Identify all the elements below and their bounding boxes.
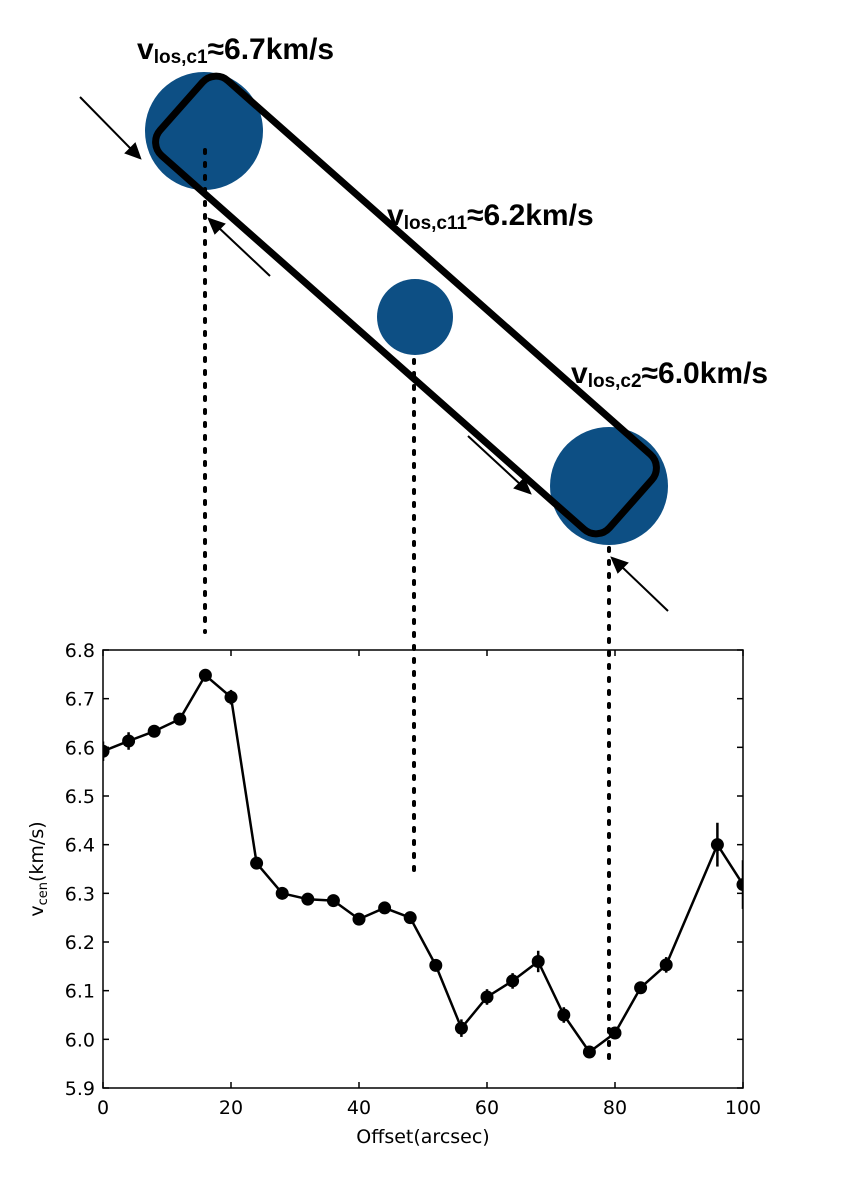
data-point	[429, 958, 443, 972]
plot: 0 20 40 60 80 100 5.9 6.0 6.1 6.2 6.3 6.4 6.5 6.6 6.7 6…	[26, 640, 761, 1148]
y-tick-label: 6.5	[65, 786, 95, 808]
arrow-3	[467, 435, 522, 486]
data-point	[608, 1026, 622, 1040]
axis-ticks: 0 20 40 60 80 100 5.9 6.0 6.1 6.2 6.3 6.4 6.5 6.6 6.7 6…	[65, 640, 761, 1119]
x-axis-label: Offset(arcsec)	[356, 1126, 489, 1148]
y-axis-label: vcen(km/s)	[26, 821, 51, 916]
arrowhead-3	[513, 477, 532, 495]
arrow-2	[217, 226, 271, 277]
data-point	[275, 886, 289, 900]
arrow-4	[620, 565, 669, 612]
schematic: vlos,c1≈6.7km/s vlos,c11≈6.2km/s vlos,c2…	[79, 33, 768, 1062]
arrowhead-2	[207, 217, 226, 235]
data-point	[736, 878, 743, 892]
y-tick-label: 5.9	[65, 1078, 95, 1100]
clump-c2	[550, 427, 668, 545]
data-point	[480, 990, 494, 1004]
data-point	[710, 838, 724, 852]
data-point	[557, 1008, 571, 1022]
data-point	[173, 712, 187, 726]
data-point	[326, 894, 340, 908]
label-c1: vlos,c1≈6.7km/s	[137, 33, 334, 68]
x-tick-label: 60	[475, 1097, 499, 1119]
data-point	[659, 958, 673, 972]
x-tick-label: 20	[219, 1097, 243, 1119]
arrowhead-4	[610, 556, 629, 574]
y-tick-label: 6.0	[65, 1029, 95, 1051]
x-tick-label: 0	[97, 1097, 109, 1119]
projection-lines	[203, 148, 611, 1062]
data-point	[301, 892, 315, 906]
data-point	[506, 974, 520, 988]
y-tick-label: 6.7	[65, 689, 95, 711]
y-tick-label: 6.1	[65, 981, 95, 1003]
x-tick-label: 40	[347, 1097, 371, 1119]
label-c2: vlos,c2≈6.0km/s	[571, 357, 768, 392]
clump-c1	[145, 72, 263, 190]
series-line	[103, 674, 743, 1054]
arrowhead-1	[124, 142, 142, 160]
x-tick-label: 100	[725, 1097, 761, 1119]
y-tick-label: 6.4	[65, 835, 95, 857]
data-point	[634, 981, 648, 995]
data-point	[454, 1021, 468, 1035]
data-point	[198, 668, 212, 682]
plot-frame	[102, 649, 744, 1089]
clump-c11	[377, 279, 453, 355]
y-tick-label: 6.8	[65, 640, 95, 662]
flow-arrows	[79, 96, 669, 612]
filament-outline	[152, 72, 660, 538]
data-point	[352, 912, 366, 926]
y-tick-label: 6.2	[65, 932, 95, 954]
data-point	[147, 724, 161, 738]
data-point	[582, 1045, 596, 1059]
plot-marks	[103, 668, 743, 1059]
label-c11: vlos,c11≈6.2km/s	[387, 199, 594, 234]
data-point	[403, 911, 417, 925]
data-point	[250, 856, 264, 870]
data-point	[122, 734, 136, 748]
x-tick-label: 80	[603, 1097, 627, 1119]
data-point	[378, 901, 392, 915]
arrow-1	[79, 96, 133, 151]
y-tick-label: 6.3	[65, 883, 95, 905]
y-tick-label: 6.6	[65, 737, 95, 759]
data-point	[224, 690, 238, 704]
data-point	[531, 954, 545, 968]
